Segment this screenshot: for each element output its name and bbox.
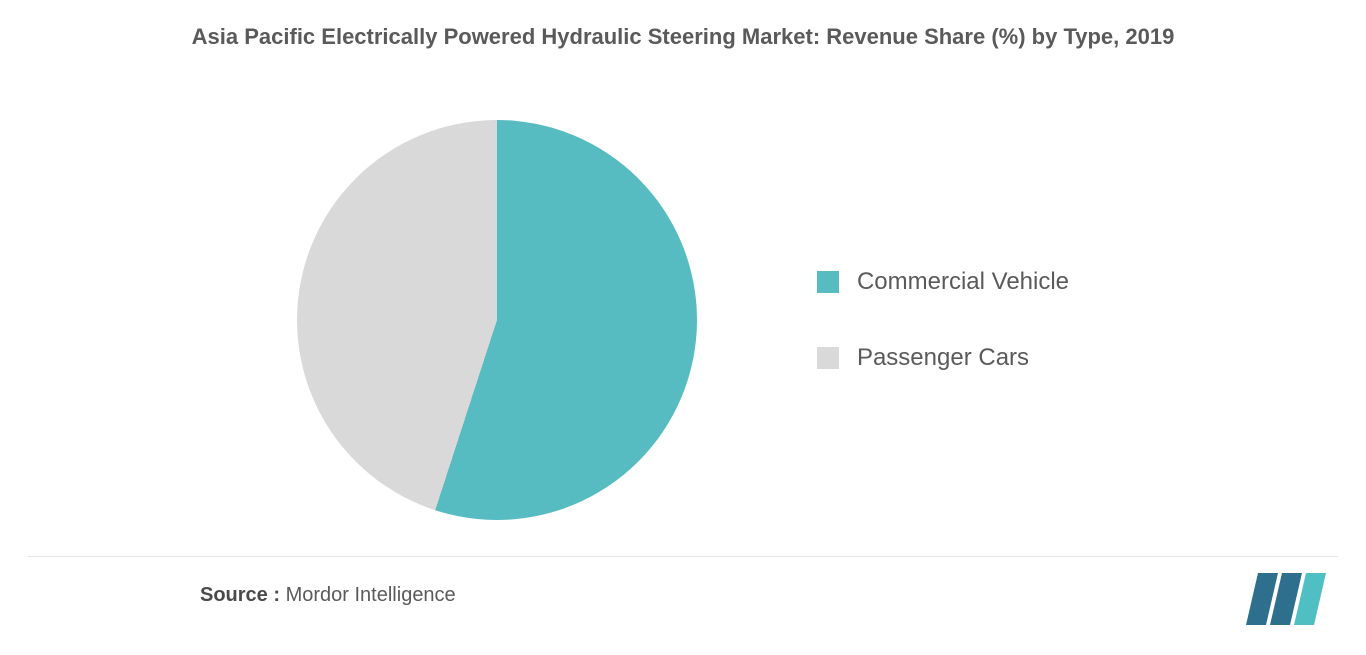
source-attribution: Source : Mordor Intelligence [200, 584, 456, 607]
legend-label: Passenger Cars [857, 344, 1029, 372]
legend-label: Commercial Vehicle [857, 268, 1069, 296]
pie-wrap: Commercial Vehicle Passenger Cars [297, 120, 1069, 520]
legend-swatch [817, 347, 839, 369]
brand-logo-icon [1246, 573, 1330, 625]
legend: Commercial Vehicle Passenger Cars [817, 268, 1069, 372]
source-label: Source : [200, 584, 280, 606]
source-value: Mordor Intelligence [286, 584, 456, 606]
chart-area: Commercial Vehicle Passenger Cars [0, 80, 1366, 560]
chart-title: Asia Pacific Electrically Powered Hydrau… [0, 24, 1366, 50]
divider-line [28, 556, 1338, 557]
brand-logo [1246, 573, 1330, 625]
legend-swatch [817, 271, 839, 293]
legend-item: Passenger Cars [817, 344, 1069, 372]
legend-item: Commercial Vehicle [817, 268, 1069, 296]
pie-chart [297, 120, 697, 520]
